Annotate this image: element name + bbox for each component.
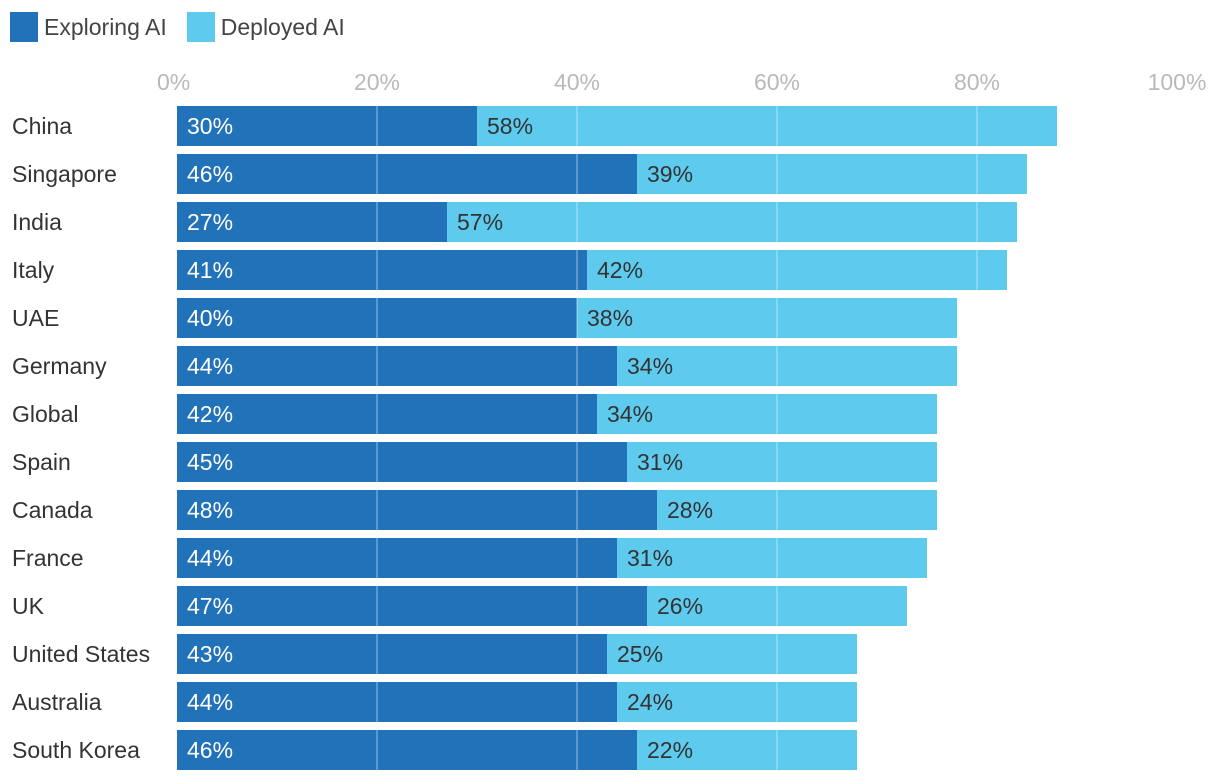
data-label-deployed-ai: 31% bbox=[637, 449, 683, 475]
data-label-exploring-ai: 41% bbox=[187, 257, 233, 283]
labels-group: China 30% 58% Singapore 46% 39% India 27% 57% Ita… bbox=[12, 113, 713, 763]
data-label-exploring-ai: 48% bbox=[187, 497, 233, 523]
x-tick-label: 80% bbox=[954, 69, 1000, 95]
bar-exploring-ai bbox=[177, 730, 637, 770]
category-label: Canada bbox=[12, 497, 93, 523]
bar-deployed-ai bbox=[627, 442, 937, 482]
data-label-exploring-ai: 30% bbox=[187, 113, 233, 139]
data-label-exploring-ai: 45% bbox=[187, 449, 233, 475]
bar-exploring-ai bbox=[177, 298, 577, 338]
data-label-deployed-ai: 24% bbox=[627, 689, 673, 715]
data-label-deployed-ai: 26% bbox=[657, 593, 703, 619]
bar-deployed-ai bbox=[607, 634, 857, 674]
category-label: Singapore bbox=[12, 161, 117, 187]
category-label: China bbox=[12, 113, 72, 139]
data-label-exploring-ai: 44% bbox=[187, 689, 233, 715]
bars-group bbox=[177, 106, 1057, 770]
data-label-deployed-ai: 38% bbox=[587, 305, 633, 331]
data-label-deployed-ai: 28% bbox=[667, 497, 713, 523]
category-label: Italy bbox=[12, 257, 55, 283]
data-label-exploring-ai: 44% bbox=[187, 545, 233, 571]
bar-exploring-ai bbox=[177, 106, 477, 146]
bar-exploring-ai bbox=[177, 346, 617, 386]
bar-deployed-ai bbox=[647, 586, 907, 626]
legend-label-exploring-ai: Exploring AI bbox=[44, 13, 167, 40]
category-label: South Korea bbox=[12, 737, 140, 763]
category-label: Australia bbox=[12, 689, 102, 715]
data-label-deployed-ai: 39% bbox=[647, 161, 693, 187]
data-label-deployed-ai: 34% bbox=[627, 353, 673, 379]
category-label: United States bbox=[12, 641, 150, 667]
bar-exploring-ai bbox=[177, 154, 637, 194]
data-label-deployed-ai: 58% bbox=[487, 113, 533, 139]
bar-deployed-ai bbox=[637, 730, 857, 770]
bar-exploring-ai bbox=[177, 202, 447, 242]
data-label-exploring-ai: 46% bbox=[187, 161, 233, 187]
data-label-deployed-ai: 57% bbox=[457, 209, 503, 235]
bar-deployed-ai bbox=[617, 346, 957, 386]
legend: Exploring AI Deployed AI bbox=[10, 12, 365, 42]
category-label: France bbox=[12, 545, 84, 571]
x-tick-label: 100% bbox=[1148, 69, 1207, 95]
category-label: UK bbox=[12, 593, 45, 619]
data-label-deployed-ai: 34% bbox=[607, 401, 653, 427]
category-label: India bbox=[12, 209, 62, 235]
x-tick-label: 0% bbox=[157, 69, 190, 95]
data-label-deployed-ai: 42% bbox=[597, 257, 643, 283]
gridlines-group bbox=[376, 104, 1178, 770]
data-label-exploring-ai: 46% bbox=[187, 737, 233, 763]
category-label: UAE bbox=[12, 305, 59, 331]
bar-exploring-ai bbox=[177, 538, 617, 578]
bar-deployed-ai bbox=[587, 250, 1007, 290]
x-tick-label: 20% bbox=[354, 69, 400, 95]
bar-deployed-ai bbox=[617, 682, 857, 722]
bar-deployed-ai bbox=[447, 202, 1017, 242]
data-label-exploring-ai: 42% bbox=[187, 401, 233, 427]
bar-exploring-ai bbox=[177, 634, 607, 674]
x-tick-label: 60% bbox=[754, 69, 800, 95]
bar-deployed-ai bbox=[477, 106, 1057, 146]
data-label-exploring-ai: 47% bbox=[187, 593, 233, 619]
data-label-exploring-ai: 44% bbox=[187, 353, 233, 379]
bar-exploring-ai bbox=[177, 490, 657, 530]
data-label-exploring-ai: 27% bbox=[187, 209, 233, 235]
bar-exploring-ai bbox=[177, 250, 587, 290]
bar-exploring-ai bbox=[177, 442, 627, 482]
data-label-exploring-ai: 43% bbox=[187, 641, 233, 667]
legend-label-deployed-ai: Deployed AI bbox=[220, 13, 345, 40]
data-label-exploring-ai: 40% bbox=[187, 305, 233, 331]
category-label: Germany bbox=[12, 353, 107, 379]
bar-exploring-ai bbox=[177, 394, 597, 434]
legend-swatch-exploring-ai bbox=[10, 12, 38, 42]
data-label-deployed-ai: 25% bbox=[617, 641, 663, 667]
bar-deployed-ai bbox=[637, 154, 1027, 194]
bar-exploring-ai bbox=[177, 682, 617, 722]
legend-swatch-deployed-ai bbox=[186, 12, 215, 42]
legend-item-exploring-ai: Exploring AI bbox=[10, 12, 167, 42]
bar-deployed-ai bbox=[657, 490, 937, 530]
data-label-deployed-ai: 22% bbox=[647, 737, 693, 763]
data-label-deployed-ai: 31% bbox=[627, 545, 673, 571]
legend-item-deployed-ai: Deployed AI bbox=[186, 12, 345, 42]
category-label: Spain bbox=[12, 449, 71, 475]
bar-deployed-ai bbox=[597, 394, 937, 434]
category-label: Global bbox=[12, 401, 78, 427]
bar-deployed-ai bbox=[577, 298, 957, 338]
x-tick-label: 40% bbox=[554, 69, 600, 95]
bar-exploring-ai bbox=[177, 586, 647, 626]
bar-deployed-ai bbox=[617, 538, 927, 578]
